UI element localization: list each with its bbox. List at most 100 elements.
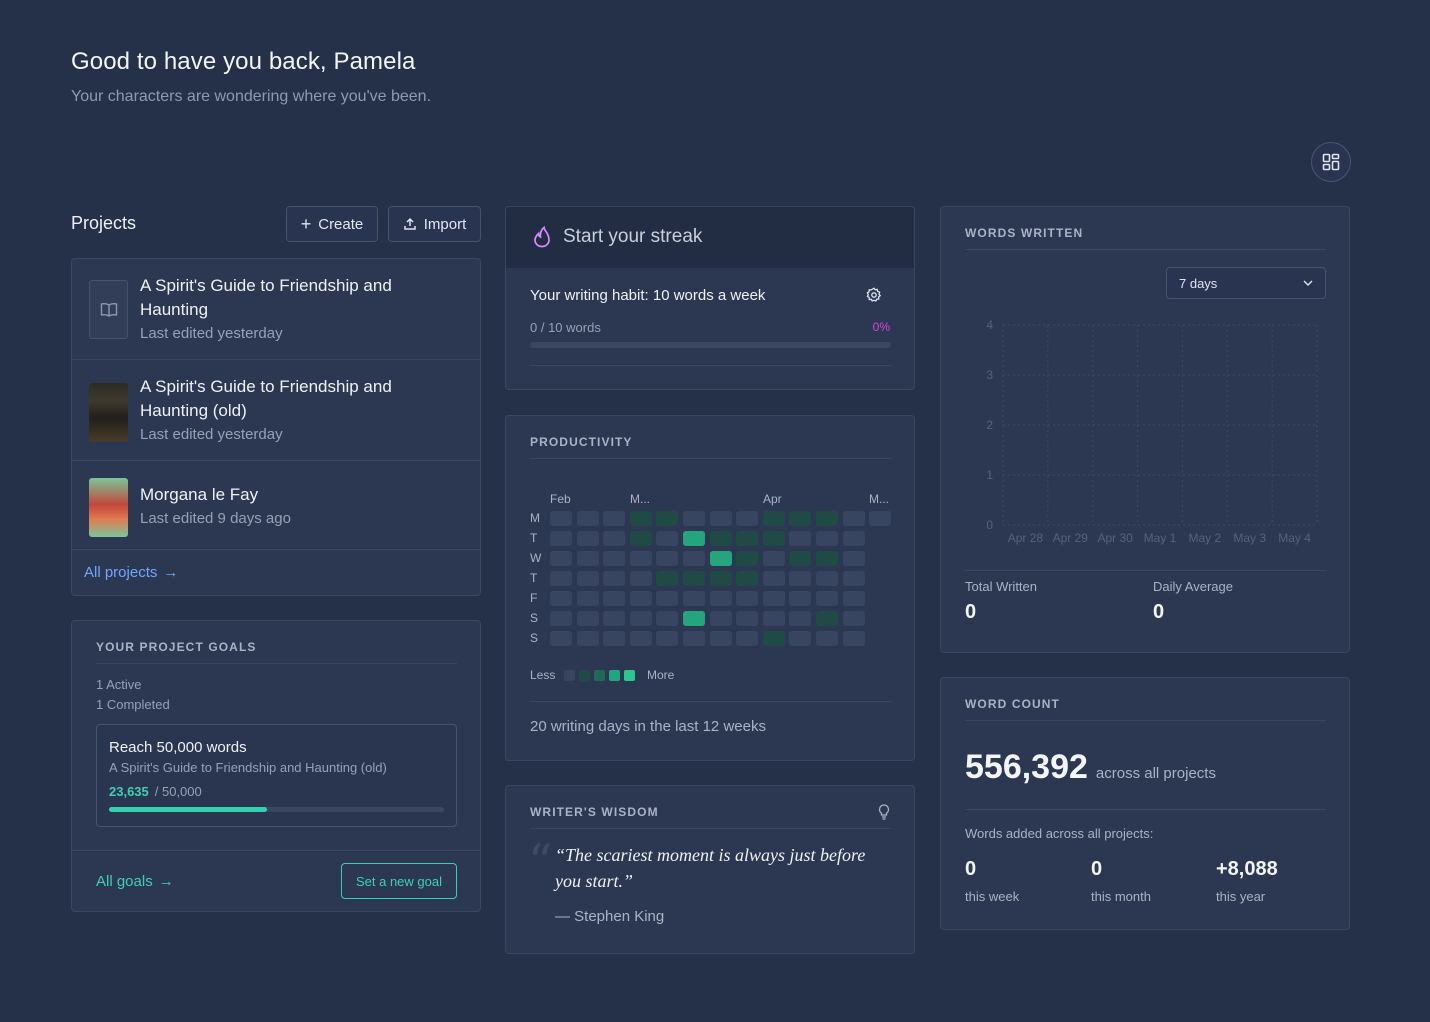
heatmap-cell[interactable] bbox=[629, 591, 652, 606]
heatmap-cell[interactable] bbox=[683, 611, 705, 626]
heatmap-cell[interactable] bbox=[576, 571, 599, 586]
heatmap-cell[interactable] bbox=[736, 631, 759, 646]
heatmap-cell[interactable] bbox=[656, 551, 679, 566]
heatmap-cell[interactable] bbox=[629, 611, 652, 626]
heatmap-cell[interactable] bbox=[550, 531, 572, 546]
heatmap-cell[interactable] bbox=[789, 591, 812, 606]
project-item[interactable]: A Spirit's Guide to Friendship and Haunt… bbox=[72, 259, 480, 360]
all-projects-link[interactable]: All projects → bbox=[84, 564, 178, 581]
heatmap-cell[interactable] bbox=[709, 571, 732, 586]
heatmap-cell[interactable] bbox=[629, 511, 652, 526]
heatmap-cell[interactable] bbox=[842, 631, 865, 646]
heatmap-cell[interactable] bbox=[683, 551, 705, 566]
heatmap-cell[interactable] bbox=[816, 611, 838, 626]
heatmap-cell[interactable] bbox=[842, 611, 865, 626]
heatmap-cell[interactable] bbox=[629, 571, 652, 586]
heatmap-cell[interactable] bbox=[789, 631, 812, 646]
heatmap-cell[interactable] bbox=[683, 631, 705, 646]
heatmap-cell[interactable] bbox=[789, 611, 812, 626]
heatmap-cell[interactable] bbox=[576, 591, 599, 606]
import-project-button[interactable]: Import bbox=[388, 206, 481, 242]
heatmap-cell[interactable] bbox=[656, 531, 679, 546]
heatmap-cell[interactable] bbox=[629, 551, 652, 566]
heatmap-cell[interactable] bbox=[789, 571, 812, 586]
heatmap-cell[interactable] bbox=[842, 511, 865, 526]
layout-toggle-button[interactable] bbox=[1311, 142, 1351, 182]
heatmap-cell[interactable] bbox=[576, 511, 599, 526]
heatmap-cell[interactable] bbox=[576, 531, 599, 546]
heatmap-cell[interactable] bbox=[603, 511, 626, 526]
goal-item[interactable]: Reach 50,000 words A Spirit's Guide to F… bbox=[96, 724, 457, 827]
heatmap-cell[interactable] bbox=[603, 571, 626, 586]
heatmap-cell[interactable] bbox=[550, 571, 572, 586]
heatmap-cell[interactable] bbox=[736, 531, 759, 546]
heatmap-cell[interactable] bbox=[842, 591, 865, 606]
wisdom-author: — Stephen King bbox=[555, 908, 665, 925]
heatmap-cell[interactable] bbox=[550, 611, 572, 626]
heatmap-cell[interactable] bbox=[603, 631, 626, 646]
heatmap-cell[interactable] bbox=[683, 531, 705, 546]
heatmap-cell[interactable] bbox=[762, 591, 785, 606]
heatmap-cell[interactable] bbox=[656, 631, 679, 646]
heatmap-cell[interactable] bbox=[603, 531, 626, 546]
project-item[interactable]: A Spirit's Guide to Friendship and Haunt… bbox=[72, 360, 480, 461]
heatmap-cell[interactable] bbox=[656, 571, 679, 586]
heatmap-cell[interactable] bbox=[709, 631, 732, 646]
heatmap-cell[interactable] bbox=[683, 591, 705, 606]
heatmap-cell[interactable] bbox=[762, 571, 785, 586]
heatmap-cell[interactable] bbox=[842, 551, 865, 566]
heatmap-cell[interactable] bbox=[816, 591, 838, 606]
heatmap-cell[interactable] bbox=[789, 511, 812, 526]
heatmap-cell[interactable] bbox=[603, 611, 626, 626]
heatmap-cell[interactable] bbox=[709, 531, 732, 546]
project-item[interactable]: Morgana le Fay Last edited 9 days ago bbox=[72, 461, 480, 550]
heatmap-cell[interactable] bbox=[736, 571, 759, 586]
heatmap-cell[interactable] bbox=[736, 551, 759, 566]
heatmap-cell[interactable] bbox=[550, 551, 572, 566]
heatmap-cell[interactable] bbox=[762, 611, 785, 626]
heatmap-cell[interactable] bbox=[709, 611, 732, 626]
heatmap-cell[interactable] bbox=[736, 611, 759, 626]
create-project-button[interactable]: + Create bbox=[286, 206, 378, 242]
heatmap-cell[interactable] bbox=[550, 511, 572, 526]
heatmap-cell[interactable] bbox=[736, 591, 759, 606]
word-count-total: 556,392 bbox=[965, 748, 1088, 786]
set-new-goal-button[interactable]: Set a new goal bbox=[341, 863, 457, 899]
heatmap-cell[interactable] bbox=[762, 631, 785, 646]
heatmap-cell[interactable] bbox=[762, 551, 785, 566]
heatmap-cell[interactable] bbox=[709, 551, 732, 566]
heatmap-cell[interactable] bbox=[842, 571, 865, 586]
heatmap-cell[interactable] bbox=[550, 631, 572, 646]
project-title: A Spirit's Guide to Friendship and Haunt… bbox=[140, 377, 392, 420]
heatmap-cell[interactable] bbox=[576, 551, 599, 566]
heatmap-cell[interactable] bbox=[816, 531, 838, 546]
heatmap-cell[interactable] bbox=[816, 511, 838, 526]
heatmap-cell[interactable] bbox=[550, 591, 572, 606]
heatmap-cell[interactable] bbox=[736, 511, 759, 526]
heatmap-cell[interactable] bbox=[656, 591, 679, 606]
heatmap-cell[interactable] bbox=[709, 591, 732, 606]
heatmap-cell[interactable] bbox=[603, 591, 626, 606]
heatmap-cell[interactable] bbox=[842, 531, 865, 546]
heatmap-cell[interactable] bbox=[629, 531, 652, 546]
heatmap-cell[interactable] bbox=[603, 551, 626, 566]
heatmap-cell[interactable] bbox=[576, 611, 599, 626]
heatmap-cell[interactable] bbox=[789, 531, 812, 546]
heatmap-cell[interactable] bbox=[816, 551, 838, 566]
heatmap-cell[interactable] bbox=[683, 571, 705, 586]
heatmap-cell[interactable] bbox=[683, 511, 705, 526]
heatmap-cell[interactable] bbox=[816, 631, 838, 646]
gear-icon[interactable] bbox=[866, 287, 882, 303]
heatmap-cell[interactable] bbox=[576, 631, 599, 646]
heatmap-cell[interactable] bbox=[629, 631, 652, 646]
heatmap-cell[interactable] bbox=[869, 511, 892, 526]
heatmap-cell[interactable] bbox=[656, 611, 679, 626]
heatmap-cell[interactable] bbox=[656, 511, 679, 526]
all-goals-link[interactable]: All goals → bbox=[96, 873, 174, 890]
heatmap-cell[interactable] bbox=[709, 511, 732, 526]
heatmap-cell[interactable] bbox=[762, 511, 785, 526]
heatmap-cell[interactable] bbox=[762, 531, 785, 546]
heatmap-cell[interactable] bbox=[789, 551, 812, 566]
range-select[interactable]: 7 days bbox=[1166, 267, 1326, 299]
heatmap-cell[interactable] bbox=[816, 571, 838, 586]
